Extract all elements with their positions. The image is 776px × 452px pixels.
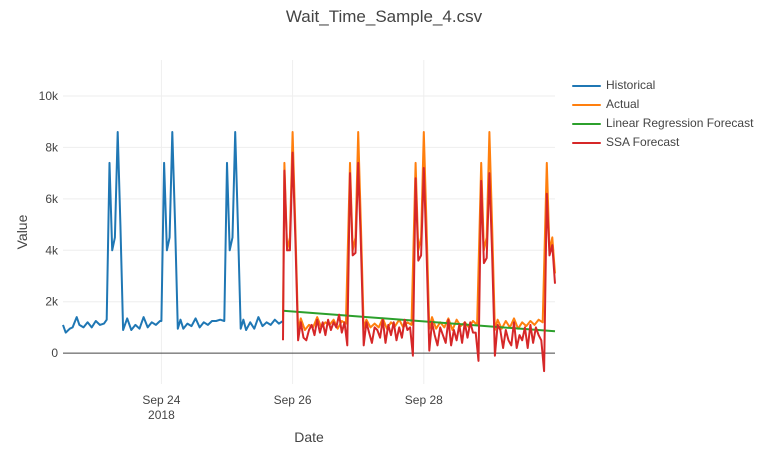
series-line-linear-regression-forecast[interactable] — [282, 309, 556, 333]
x-tick-sublabel: 2018 — [148, 408, 175, 422]
legend-label: Actual — [606, 97, 640, 111]
legend-swatch — [572, 123, 601, 125]
legend-label: Historical — [606, 78, 656, 92]
legend-label: SSA Forecast — [606, 135, 680, 149]
legend-item-ssa-forecast[interactable]: SSA Forecast — [570, 134, 770, 153]
series-line-historical[interactable] — [62, 131, 284, 334]
legend-swatch — [572, 85, 601, 87]
legend-item-linear-regression-forecast[interactable]: Linear Regression Forecast — [570, 115, 770, 134]
legend-label: Linear Regression Forecast — [606, 116, 754, 130]
series-line-actual[interactable] — [282, 131, 556, 331]
x-axis-title: Date — [294, 429, 324, 445]
y-tick-label: 4k — [45, 243, 59, 257]
y-tick-label: 0 — [51, 346, 58, 360]
legend-item-historical[interactable]: Historical — [570, 77, 770, 96]
chart-title: Wait_Time_Sample_4.csv — [286, 7, 483, 26]
y-axis-title: Value — [14, 214, 30, 249]
series-line-ssa-forecast[interactable] — [282, 151, 556, 373]
legend-swatch — [572, 142, 601, 144]
series-lines[interactable] — [62, 131, 556, 373]
y-tick-label: 8k — [45, 140, 59, 154]
legend: Historical Actual Linear Regression Foreca… — [570, 77, 770, 153]
x-tick-label: Sep 26 — [274, 393, 312, 407]
x-tick-label: Sep 28 — [405, 393, 443, 407]
x-tick-label: Sep 24 — [142, 393, 180, 407]
y-tick-label: 10k — [39, 89, 59, 103]
legend-swatch — [572, 104, 601, 106]
y-tick-label: 2k — [45, 295, 59, 309]
y-tick-label: 6k — [45, 192, 59, 206]
y-axis-ticks: 0 2k 4k 6k 8k 10k — [39, 89, 59, 360]
gridlines — [63, 60, 555, 384]
legend-item-actual[interactable]: Actual — [570, 96, 770, 115]
